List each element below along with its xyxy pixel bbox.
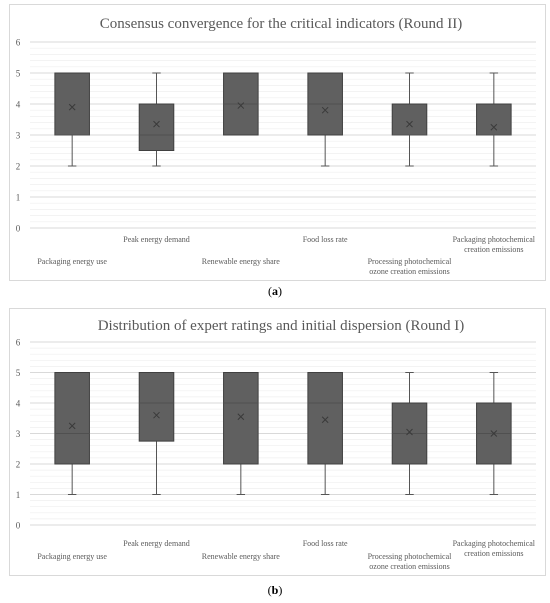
- chart-title: Consensus convergence for the critical i…: [100, 16, 463, 32]
- iqr-box: [138, 103, 175, 151]
- y-tick-label-2: 2: [16, 460, 21, 470]
- x-tick-label-5: Processing photochemical ozone creation e…: [368, 552, 453, 571]
- y-tick-label-1: 1: [16, 193, 21, 203]
- iqr-box: [391, 103, 428, 136]
- y-tick-label-2: 2: [16, 162, 21, 172]
- chart-title: Distribution of expert ratings and initi…: [98, 318, 465, 334]
- iqr-box: [138, 372, 175, 442]
- y-tick-label-0: 0: [16, 521, 21, 531]
- x-tick-label-4: Food loss rate: [303, 539, 348, 548]
- x-tick-label-6: Packaging photochemical creation emission…: [453, 235, 536, 254]
- y-tick-label-4: 4: [16, 399, 21, 409]
- x-tick-label-3: Renewable energy share: [202, 257, 280, 266]
- iqr-box: [476, 103, 512, 136]
- iqr-box: [54, 72, 90, 136]
- mean-marker: [321, 416, 329, 424]
- x-tick-label-2: Peak energy demand: [123, 539, 190, 548]
- y-tick-label-3: 3: [16, 131, 21, 141]
- x-tick-label-4: Food loss rate: [303, 235, 348, 244]
- mean-marker: [490, 430, 498, 437]
- mean-marker: [153, 120, 160, 128]
- y-tick-label-3: 3: [16, 429, 21, 439]
- chart-panel-a: Consensus convergence for the critical i…: [9, 4, 546, 281]
- iqr-box: [223, 372, 259, 465]
- box-5: [391, 72, 428, 167]
- mean-marker: [68, 422, 76, 430]
- x-tick-label-2: Peak energy demand: [123, 235, 190, 244]
- x-tick-label-3: Renewable energy share: [202, 552, 280, 561]
- mean-marker: [68, 103, 76, 111]
- box-1: [54, 72, 90, 167]
- box-3: [223, 72, 259, 136]
- x-tick-label-6: Packaging photochemical creation emission…: [453, 539, 536, 558]
- x-tick-label-1: Packaging energy use: [37, 552, 107, 561]
- box-2: [138, 372, 175, 495]
- y-tick-label-1: 1: [16, 490, 21, 500]
- x-tick-label-1: Packaging energy use: [37, 257, 107, 266]
- box-1: [54, 372, 90, 495]
- mean-marker: [490, 123, 498, 131]
- mean-marker: [237, 102, 245, 109]
- mean-marker: [321, 106, 329, 114]
- box-3: [223, 372, 259, 495]
- y-tick-label-4: 4: [16, 100, 21, 110]
- panel-caption-a: (a): [268, 284, 282, 298]
- box-6: [476, 72, 512, 167]
- iqr-box: [307, 372, 343, 465]
- box-plot-chart-round-1: Distribution of expert ratings and initi…: [16, 318, 536, 571]
- mean-marker: [237, 413, 245, 421]
- y-tick-label-5: 5: [16, 69, 21, 79]
- x-tick-label-5: Processing photochemical ozone creation e…: [368, 257, 453, 276]
- y-tick-label-6: 6: [16, 338, 21, 348]
- iqr-box: [54, 372, 90, 465]
- box-5: [391, 372, 428, 495]
- box-2: [138, 72, 175, 167]
- y-tick-label-5: 5: [16, 368, 21, 378]
- y-tick-label-0: 0: [16, 224, 21, 234]
- box-4: [307, 72, 343, 167]
- box-6: [476, 372, 512, 495]
- mean-marker: [406, 120, 413, 128]
- chart-panel-b: Distribution of expert ratings and initi…: [9, 308, 546, 576]
- panel-caption-b: (b): [267, 583, 283, 597]
- mean-marker: [153, 411, 160, 419]
- box-plot-chart-round-2: Consensus convergence for the critical i…: [16, 16, 536, 276]
- box-4: [307, 372, 343, 495]
- y-tick-label-6: 6: [16, 38, 21, 48]
- mean-marker: [406, 428, 413, 436]
